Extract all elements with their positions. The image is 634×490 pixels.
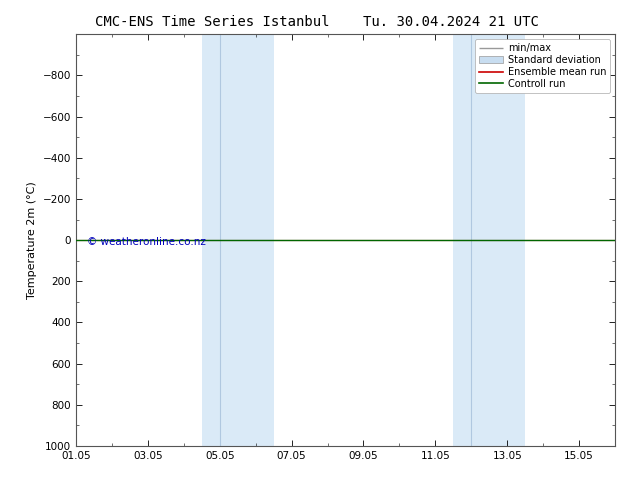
Y-axis label: Temperature 2m (°C): Temperature 2m (°C): [27, 181, 37, 299]
Text: CMC-ENS Time Series Istanbul    Tu. 30.04.2024 21 UTC: CMC-ENS Time Series Istanbul Tu. 30.04.2…: [95, 15, 539, 29]
Text: © weatheronline.co.nz: © weatheronline.co.nz: [87, 237, 205, 247]
Bar: [202, 34, 274, 446]
Legend: min/max, Standard deviation, Ensemble mean run, Controll run: min/max, Standard deviation, Ensemble me…: [475, 39, 610, 93]
Bar: [453, 34, 525, 446]
